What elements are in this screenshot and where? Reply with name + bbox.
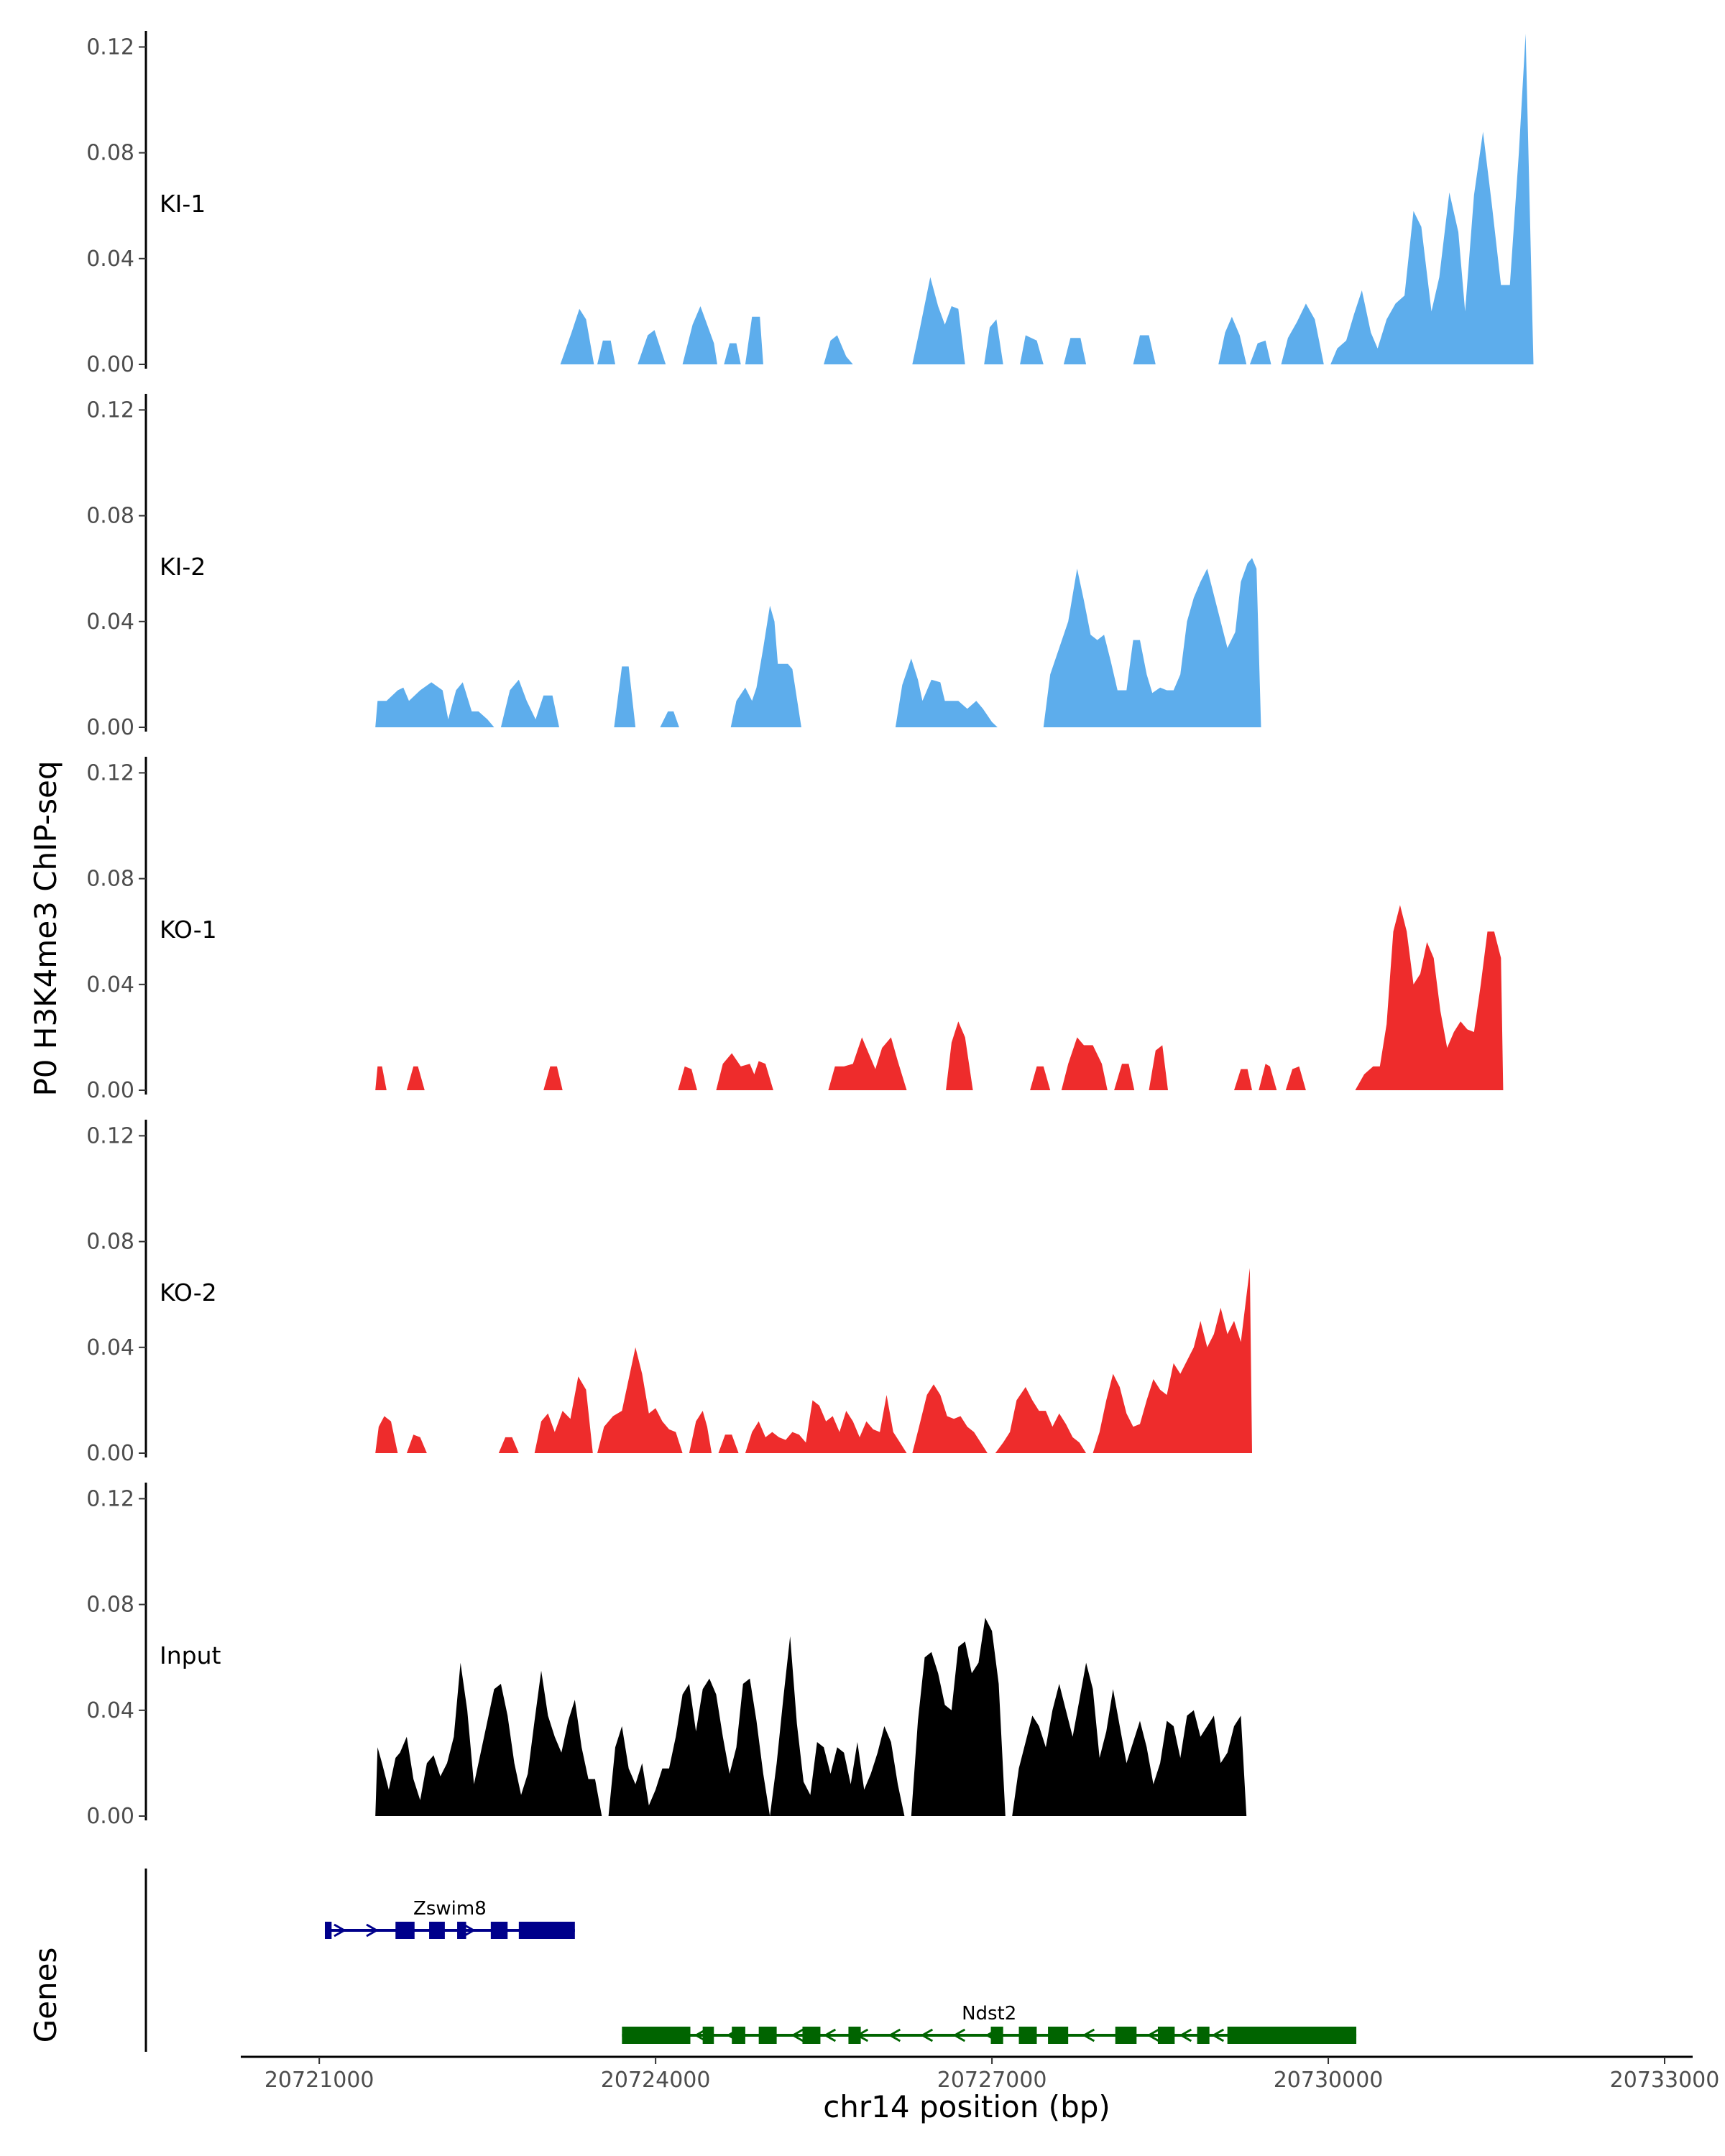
y-tick-label: 0.08 [86, 867, 134, 892]
track-label: KO-2 [160, 1279, 217, 1307]
track-ko-2: 0.00 0.04 0.08 0.12 KO-2 [86, 1120, 1253, 1466]
strand-arrow-icon [888, 2028, 901, 2042]
x-tick-label: 20724000 [601, 2068, 711, 2093]
y-tick-label: 0.04 [86, 972, 134, 998]
strand-arrow-icon [823, 2028, 837, 2042]
y-tick-label: 0.12 [86, 760, 134, 786]
exon-block [395, 1922, 415, 1939]
track-ki-1: 0.00 0.04 0.08 0.12 KI-1 [86, 31, 1534, 377]
track-label: KO-1 [160, 916, 217, 944]
gene-zswim8: Zswim8 [324, 1898, 575, 1939]
track-label: KI-1 [160, 190, 206, 218]
strand-arrow-icon [1082, 2028, 1095, 2042]
exon-block [732, 2027, 745, 2044]
exon-block [1197, 2027, 1210, 2044]
gene-ndst2: Ndst2 [622, 2003, 1357, 2044]
exon-block [622, 2027, 691, 2044]
coverage-area [375, 558, 1261, 727]
y-tick-label: 0.08 [86, 141, 134, 166]
coverage-tracks: 0.00 0.04 0.08 0.12 KI-1 0.00 0.04 0.08 0.12 KI-2… [86, 31, 1534, 1829]
y-tick-label: 0.04 [86, 1698, 134, 1723]
y-tick-label: 0.12 [86, 34, 134, 60]
strand-arrow-icon [366, 1923, 380, 1938]
track-ko-1: 0.00 0.04 0.08 0.12 KO-1 [86, 757, 1504, 1103]
strand-arrow-icon [1146, 2028, 1160, 2042]
x-axis-title: chr14 position (bp) [823, 2089, 1110, 2124]
y-tick-label: 0.04 [86, 609, 134, 635]
exon-block [429, 1922, 445, 1939]
track-input: 0.00 0.04 0.08 0.12 Input [86, 1483, 1247, 1829]
y-tick-label: 0.00 [86, 715, 134, 740]
strand-arrow-icon [791, 2028, 804, 2042]
gene-track-title: Genes [28, 1948, 63, 2043]
track-ki-2: 0.00 0.04 0.08 0.12 KI-2 [86, 394, 1261, 740]
strand-arrow-icon [1179, 2028, 1192, 2042]
y-tick-label: 0.12 [86, 397, 134, 423]
exon-block [490, 1922, 508, 1939]
exon-block [518, 1922, 575, 1939]
y-tick-label: 0.08 [86, 1230, 134, 1255]
strand-arrow-icon [952, 2028, 966, 2042]
exon-block [1157, 2027, 1175, 2044]
x-tick-label: 20727000 [937, 2068, 1047, 2093]
coverage-area [375, 1268, 1253, 1453]
exon-block [324, 1922, 332, 1939]
y-axis-title: P0 H3K4me3 ChIP-seq [28, 760, 63, 1096]
track-label: KI-2 [160, 553, 206, 581]
exon-block [802, 2027, 821, 2044]
strand-arrow-icon [1211, 2028, 1225, 2042]
strand-arrow-icon [334, 1923, 347, 1938]
x-tick-label: 20733000 [1610, 2068, 1720, 2093]
y-tick-label: 0.00 [86, 1804, 134, 1829]
exon-block [1048, 2027, 1069, 2044]
y-tick-label: 0.00 [86, 1078, 134, 1103]
coverage-area [560, 34, 1534, 364]
exon-block [990, 2027, 1003, 2044]
strand-arrow-icon [920, 2028, 934, 2042]
y-tick-label: 0.00 [86, 1441, 134, 1466]
track-label: Input [160, 1641, 221, 1669]
strand-arrow-icon [463, 1923, 477, 1938]
coverage-area [375, 905, 1504, 1090]
exon-block [848, 2027, 861, 2044]
y-tick-label: 0.12 [86, 1486, 134, 1511]
y-tick-label: 0.04 [86, 247, 134, 272]
y-tick-label: 0.04 [86, 1335, 134, 1360]
exon-block [1115, 2027, 1137, 2044]
exon-block [702, 2027, 714, 2044]
gene-annotation-track: Zswim8 Ndst2 [144, 1869, 1357, 2052]
exon-block [758, 2027, 777, 2044]
y-tick-label: 0.12 [86, 1123, 134, 1148]
x-tick-label: 20730000 [1274, 2068, 1384, 2093]
y-tick-label: 0.00 [86, 352, 134, 377]
exon-block [1018, 2027, 1037, 2044]
gene-label: Ndst2 [962, 2003, 1016, 2024]
y-tick-label: 0.08 [86, 1593, 134, 1618]
x-axis: 20721000 20724000 20727000 20730000 20733000 [241, 2055, 1720, 2093]
coverage-area [375, 1618, 1247, 1816]
x-tick-label: 20721000 [264, 2068, 374, 2093]
gene-label: Zswim8 [413, 1898, 487, 1920]
exon-block [457, 1922, 466, 1939]
exon-block [1227, 2027, 1357, 2044]
y-tick-label: 0.08 [86, 504, 134, 529]
